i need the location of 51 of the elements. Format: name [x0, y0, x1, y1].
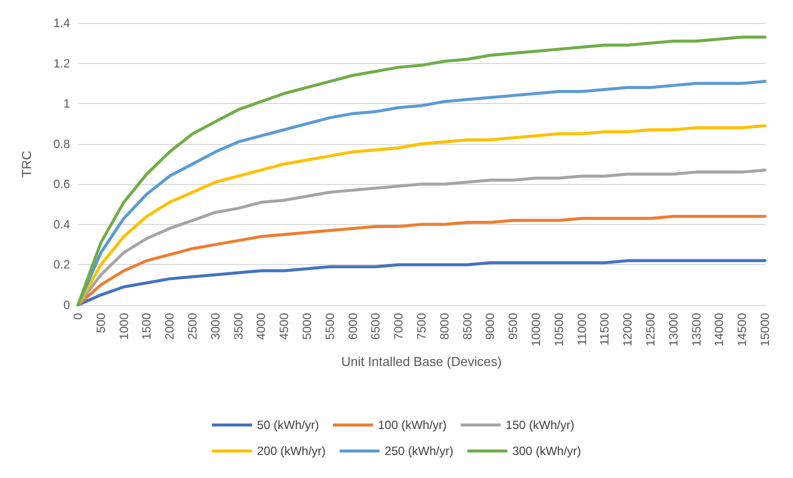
x-tick-label: 500	[94, 312, 108, 334]
x-tick-label: 8000	[437, 312, 452, 340]
line-series	[76, 259, 766, 306]
x-tick-label: 9500	[506, 312, 520, 340]
y-axis-title: TRC	[19, 150, 34, 178]
x-tick-label: 13000	[666, 312, 680, 346]
y-tick-label: 0.8	[53, 136, 70, 151]
x-tick-label: 2500	[186, 312, 200, 340]
x-tick-label: 4500	[277, 312, 292, 340]
x-tick-label: 8500	[460, 312, 474, 340]
legend-label: 150 (kWh/yr)	[506, 418, 574, 432]
y-tick-label: 0.2	[53, 258, 70, 272]
x-tick-label: 1000	[116, 312, 131, 340]
line-series	[76, 214, 766, 306]
x-tick-label: 10500	[552, 312, 566, 346]
x-tick-label: 4000	[254, 312, 268, 340]
x-tick-label: 14500	[735, 312, 750, 346]
x-tick-label: 7000	[392, 312, 406, 340]
x-tick-label: 11500	[598, 312, 612, 346]
y-tick-label: 1	[63, 96, 70, 111]
line-series	[76, 124, 766, 306]
y-tick-label: 0	[63, 298, 70, 312]
x-tick-label: 3000	[208, 312, 222, 340]
y-tick-label: 1.4	[53, 16, 70, 30]
x-tick-label: 3500	[231, 312, 246, 340]
x-tick-label: 15000	[758, 312, 772, 346]
x-axis-title: Unit Intalled Base (Devices)	[341, 354, 502, 369]
legend-label: 100 (kWh/yr)	[378, 418, 447, 432]
x-tick-label: 11000	[574, 312, 589, 346]
x-tick-label: 12500	[644, 312, 658, 346]
x-tick-label: 7500	[414, 312, 428, 340]
x-tick-label: 2000	[162, 312, 177, 340]
x-tick-label: 9000	[483, 312, 498, 340]
x-tick-label: 5000	[300, 312, 314, 340]
x-tick-label: 12000	[620, 312, 635, 346]
x-tick-label: 14000	[712, 312, 726, 346]
y-tick-label: 1.2	[53, 56, 70, 70]
x-tick-label: 13500	[689, 312, 704, 346]
x-tick-label: 10000	[529, 312, 543, 346]
line-series	[76, 36, 766, 306]
legend-label: 250 (kWh/yr)	[384, 444, 454, 458]
x-tick-label: 6500	[368, 312, 383, 340]
legend-label: 300 (kWh/yr)	[512, 444, 582, 458]
legend-label: 200 (kWh/yr)	[256, 444, 326, 458]
y-tick-label: 0.4	[53, 217, 70, 232]
legend-label: 50 (kWh/yr)	[256, 418, 319, 432]
x-tick-label: 6000	[346, 312, 360, 340]
x-tick-label: 0	[71, 312, 85, 320]
y-tick-label: 0.6	[53, 177, 70, 192]
x-tick-label: 5500	[322, 312, 337, 340]
x-tick-label: 1500	[140, 312, 154, 340]
